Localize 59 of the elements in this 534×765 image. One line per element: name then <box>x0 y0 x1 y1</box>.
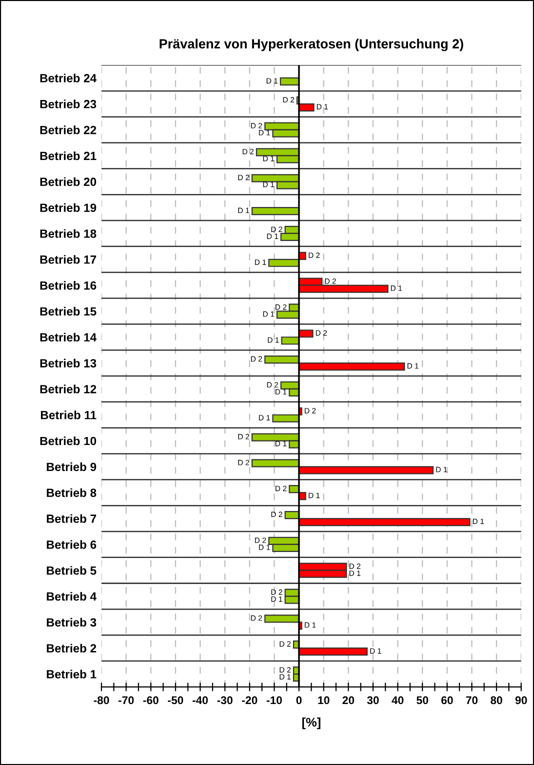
y-tick-label: Betrieb 14 <box>40 332 97 342</box>
y-tick-label: Betrieb 22 <box>40 126 96 134</box>
x-tick-label: 10 <box>318 696 330 704</box>
x-tick-label: -50 <box>168 696 184 704</box>
x-tick-label: -70 <box>118 696 134 704</box>
y-tick-label: Betrieb 7 <box>46 514 96 523</box>
bar <box>268 258 300 267</box>
y-tick-label: Betrieb 17 <box>40 255 96 264</box>
chart-title: Prävalenz von Hyperkeratosen (Untersuchung 2) <box>160 38 464 52</box>
x-tick-label: 80 <box>490 696 502 704</box>
bar <box>298 518 470 526</box>
x-tick-label: -40 <box>192 696 208 704</box>
y-tick-label: Betrieb 13 <box>40 358 96 368</box>
y-tick-label: Betrieb 12 <box>40 384 96 394</box>
y-tick-label: Betrieb 19 <box>40 203 96 212</box>
y-tick-label: Betrieb 9 <box>46 462 96 472</box>
x-tick-label: -30 <box>217 696 232 704</box>
x-tick-label: -10 <box>266 696 282 704</box>
x-tick-label: 0 <box>296 696 302 704</box>
bar <box>284 510 300 520</box>
bar <box>298 330 314 338</box>
y-tick-label: Betrieb 15 <box>40 306 96 316</box>
x-axis-title: [%] <box>302 717 320 730</box>
bar <box>298 362 405 371</box>
bar <box>252 207 300 216</box>
bar <box>252 459 300 468</box>
bar <box>298 648 368 656</box>
y-tick-label: Betrieb 3 <box>46 618 96 627</box>
bar <box>280 77 300 86</box>
x-tick-label: -60 <box>143 696 158 704</box>
bar <box>264 614 300 623</box>
bar <box>298 103 314 112</box>
y-tick-label: Betrieb 10 <box>40 436 96 446</box>
y-tick-label: Betrieb 8 <box>46 488 96 498</box>
bar <box>281 336 300 345</box>
y-tick-label: Betrieb 21 <box>40 151 96 160</box>
y-tick-label: Betrieb 5 <box>46 566 96 575</box>
y-tick-label: Betrieb 18 <box>40 229 96 238</box>
bar <box>298 466 434 474</box>
y-tick-label: Betrieb 24 <box>40 74 97 82</box>
y-tick-label: Betrieb 16 <box>40 281 96 290</box>
y-tick-label: Betrieb 11 <box>40 410 96 420</box>
y-tick-label: Betrieb 4 <box>46 592 97 601</box>
x-tick-label: -80 <box>94 696 110 704</box>
y-tick-label: Betrieb 2 <box>46 644 96 652</box>
bar <box>264 355 300 364</box>
x-tick-label: 90 <box>515 696 527 704</box>
x-tick-label: 20 <box>342 696 354 704</box>
y-tick-label: Betrieb 20 <box>40 177 96 186</box>
y-tick-label: Betrieb 1 <box>46 670 96 678</box>
x-tick-label: 50 <box>416 696 428 704</box>
x-tick-label: 60 <box>441 696 453 704</box>
y-tick-label: Betrieb 6 <box>46 540 96 549</box>
y-tick-label: Betrieb 23 <box>40 100 96 108</box>
bar <box>272 414 300 422</box>
x-tick-label: 70 <box>466 696 478 704</box>
x-tick-label: -20 <box>242 696 258 704</box>
x-tick-label: 40 <box>392 696 404 704</box>
x-tick-label: 30 <box>367 696 379 704</box>
